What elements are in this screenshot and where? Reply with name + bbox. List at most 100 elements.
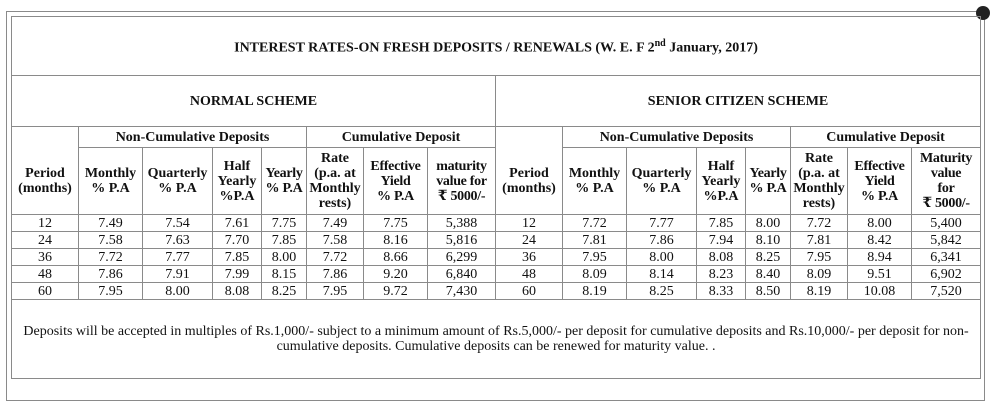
table-title: INTEREST RATES-ON FRESH DEPOSITS / RENEW…	[10, 16, 982, 76]
normal-yearly-header: Yearly% P.A	[261, 147, 307, 215]
normal-cell: 7.58	[78, 231, 143, 249]
senior-cell: 8.19	[562, 282, 627, 300]
normal-cell: 7.85	[212, 248, 262, 266]
normal-cell: 7.63	[142, 231, 213, 249]
senior-cell: 8.00	[847, 214, 912, 232]
normal-cell: 5,816	[427, 231, 496, 249]
footer-note: Deposits will be accepted in multiples o…	[10, 299, 982, 379]
senior-cell: 8.19	[790, 282, 848, 300]
normal-cell: 8.25	[261, 282, 307, 300]
normal-cell: 8.15	[261, 265, 307, 283]
senior-cell: 8.09	[790, 265, 848, 283]
senior-cell: 8.10	[745, 231, 791, 249]
senior-cell: 8.25	[745, 248, 791, 266]
senior-period-header: Period (months)	[495, 147, 563, 215]
normal-cell: 12	[11, 214, 79, 232]
senior-cell: 8.40	[745, 265, 791, 283]
senior-rate-header: Rate (p.a. at Monthly rests)	[790, 147, 848, 215]
senior-monthly-header: Monthly% P.A	[562, 147, 627, 215]
normal-cell: 7.75	[261, 214, 307, 232]
senior-cell: 24	[495, 231, 563, 249]
normal-cell: 48	[11, 265, 79, 283]
normal-cell: 7.86	[306, 265, 364, 283]
normal-cell: 7.86	[78, 265, 143, 283]
normal-cell: 24	[11, 231, 79, 249]
senior-cell: 7.95	[562, 248, 627, 266]
normal-cell: 36	[11, 248, 79, 266]
normal-cell: 7.72	[306, 248, 364, 266]
normal-effective-yield-header: Effective Yield% P.A	[363, 147, 428, 215]
normal-cell: 7.58	[306, 231, 364, 249]
senior-cell: 12	[495, 214, 563, 232]
normal-cell: 8.00	[142, 282, 213, 300]
senior-cell: 7.72	[790, 214, 848, 232]
senior-cell: 8.25	[626, 282, 697, 300]
normal-monthly-header: Monthly% P.A	[78, 147, 143, 215]
senior-cell: 7.81	[790, 231, 848, 249]
senior-cell: 8.09	[562, 265, 627, 283]
normal-quarterly-header: Quarterly% P.A	[142, 147, 213, 215]
normal-cell: 8.08	[212, 282, 262, 300]
normal-cell: 7.54	[142, 214, 213, 232]
senior-cell: 8.23	[696, 265, 746, 283]
senior-non-cumulative-heading: Non-Cumulative Deposits	[562, 126, 791, 148]
normal-rate-header: Rate (p.a. at Monthly rests)	[306, 147, 364, 215]
senior-period-spacer	[495, 126, 563, 148]
title-tail: January, 2017)	[665, 40, 758, 56]
senior-cell: 10.08	[847, 282, 912, 300]
normal-cell: 8.66	[363, 248, 428, 266]
senior-cell: 48	[495, 265, 563, 283]
senior-maturity-header: Maturity value for ₹ 5000/-	[910, 147, 982, 215]
normal-cell: 7.49	[78, 214, 143, 232]
senior-cell: 5,842	[910, 231, 982, 249]
normal-cell: 8.00	[261, 248, 307, 266]
senior-cell: 60	[495, 282, 563, 300]
senior-cell: 8.50	[745, 282, 791, 300]
normal-cell: 6,299	[427, 248, 496, 266]
normal-period-spacer	[11, 126, 79, 148]
normal-cell: 7.49	[306, 214, 364, 232]
normal-cell: 7.91	[142, 265, 213, 283]
senior-cell: 7.95	[790, 248, 848, 266]
senior-cell: 36	[495, 248, 563, 266]
senior-cumulative-heading: Cumulative Deposit	[789, 126, 982, 148]
table-row: 12 7.49 7.54 7.61 7.75 7.49 7.75 5,388 12 7.72 7.…	[11, 214, 982, 232]
senior-scheme-heading: SENIOR CITIZEN SCHEME	[494, 75, 982, 127]
senior-cell: 8.33	[696, 282, 746, 300]
senior-cell: 7.85	[696, 214, 746, 232]
senior-cell: 5,400	[910, 214, 982, 232]
title-superscript: nd	[654, 38, 666, 50]
normal-cell: 7.77	[142, 248, 213, 266]
normal-cell: 7.85	[261, 231, 307, 249]
normal-non-cumulative-heading: Non-Cumulative Deposits	[78, 126, 307, 148]
senior-quarterly-header: Quarterly% P.A	[626, 147, 697, 215]
normal-cell: 7.72	[78, 248, 143, 266]
senior-cell: 8.14	[626, 265, 697, 283]
senior-cell: 7.77	[626, 214, 697, 232]
senior-cell: 6,902	[910, 265, 982, 283]
normal-cell: 7.75	[363, 214, 428, 232]
normal-cell: 9.72	[363, 282, 428, 300]
senior-cell: 9.51	[847, 265, 912, 283]
table-row: 60 7.95 8.00 8.08 8.25 7.95 9.72 7,430 60 8.19 8.…	[11, 282, 982, 300]
normal-cell: 9.20	[363, 265, 428, 283]
normal-cell: 8.16	[363, 231, 428, 249]
senior-effective-yield-header: Effective Yield% P.A	[847, 147, 912, 215]
table-row: 36 7.72 7.77 7.85 8.00 7.72 8.66 6,299 36 7.95 8.…	[11, 248, 982, 266]
normal-cell: 7.95	[306, 282, 364, 300]
table-row: 24 7.58 7.63 7.70 7.85 7.58 8.16 5,816 24 7.81 7.…	[11, 231, 982, 249]
senior-cell: 7,520	[910, 282, 982, 300]
normal-half-yearly-header: Half Yearly %P.A	[212, 147, 262, 215]
senior-half-yearly-header: Half Yearly %P.A	[696, 147, 746, 215]
normal-maturity-header: maturity value for ₹ 5000/-	[427, 147, 496, 215]
senior-cell: 7.86	[626, 231, 697, 249]
title-text: INTEREST RATES-ON FRESH DEPOSITS / RENEW…	[234, 40, 655, 56]
interest-rates-table: INTEREST RATES-ON FRESH DEPOSITS / RENEW…	[10, 16, 982, 379]
normal-cell: 7,430	[427, 282, 496, 300]
normal-cell: 6,840	[427, 265, 496, 283]
normal-cell: 7.70	[212, 231, 262, 249]
senior-cell: 8.94	[847, 248, 912, 266]
normal-period-header: Period (months)	[11, 147, 79, 215]
table-row: 48 7.86 7.91 7.99 8.15 7.86 9.20 6,840 48 8.09 8.…	[11, 265, 982, 283]
normal-cell: 7.61	[212, 214, 262, 232]
